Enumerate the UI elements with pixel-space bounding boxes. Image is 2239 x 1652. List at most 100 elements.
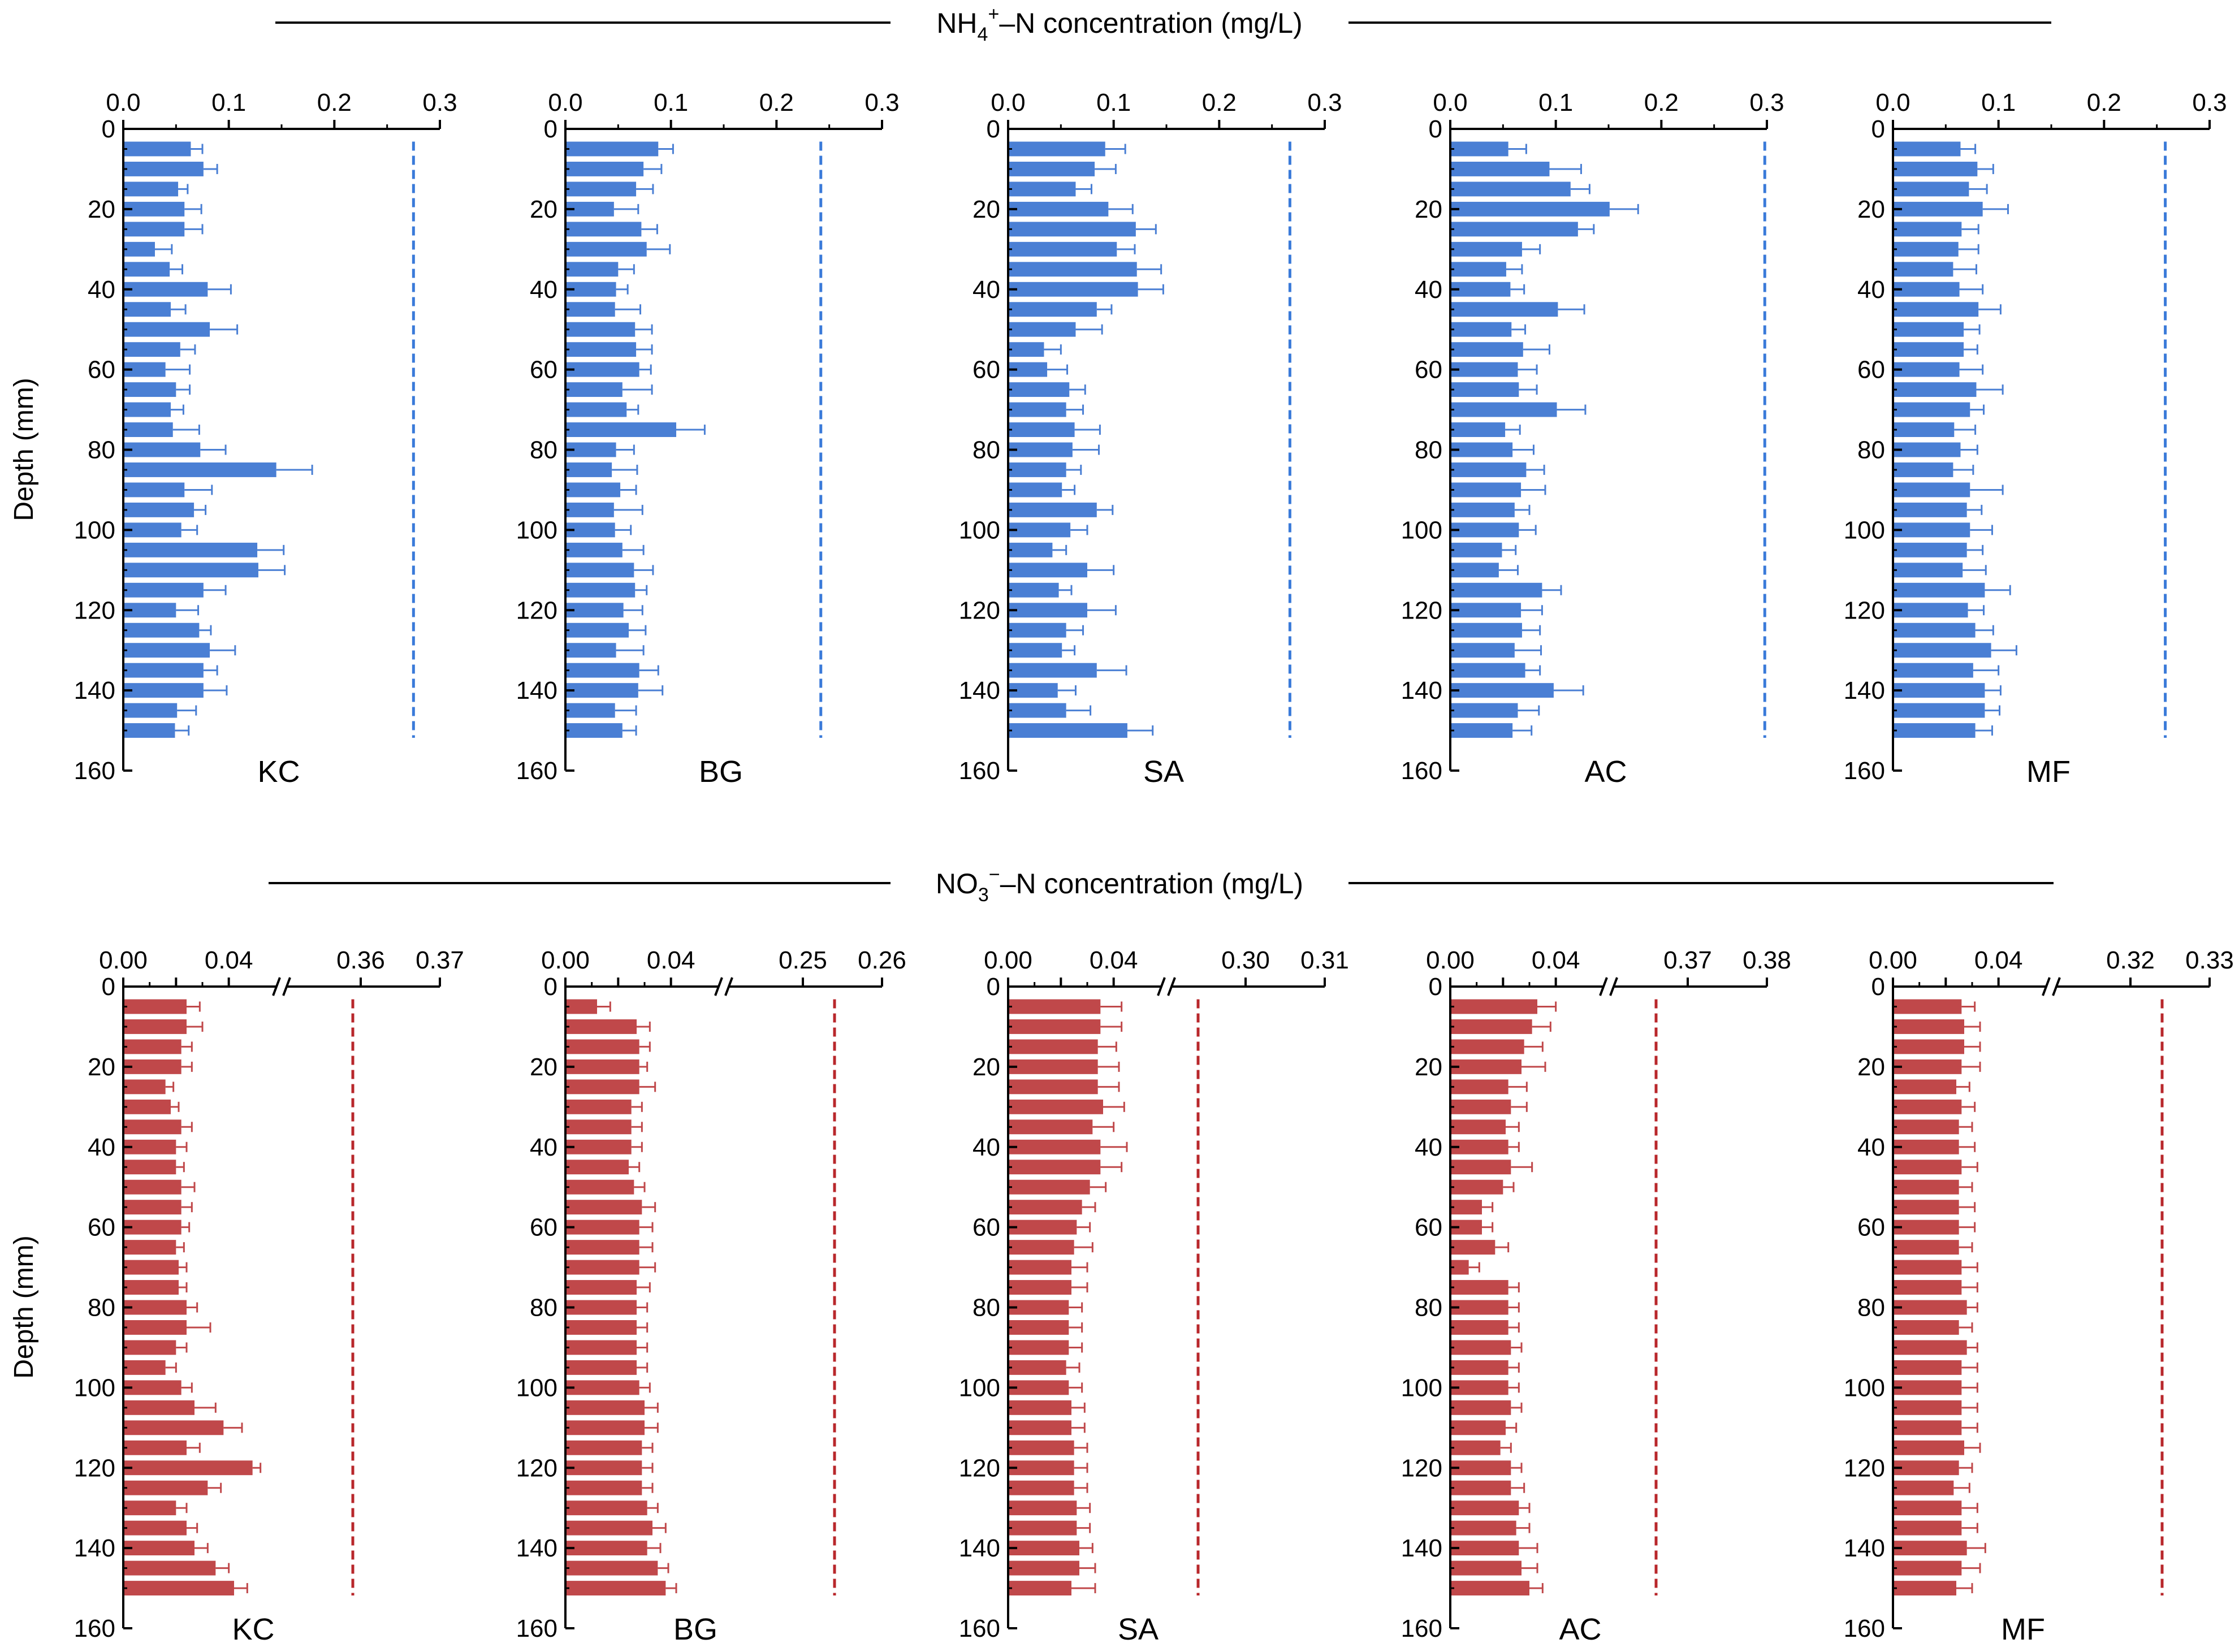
bar: [1008, 1581, 1071, 1596]
panel-label: MF: [2026, 755, 2071, 789]
bar: [1893, 1139, 1959, 1154]
bar: [1450, 1300, 1508, 1315]
panel-label: KC: [257, 755, 300, 789]
bar: [1008, 582, 1059, 598]
y-tick-label: 160: [1844, 1615, 1885, 1642]
y-tick-label: 80: [1857, 1294, 1885, 1322]
panel-nh4-kc: 0.0 0.1 0.2 0.3 0 20 40 60 80 100 120 140 160 KC: [74, 89, 457, 789]
bar: [1450, 683, 1554, 698]
y-tick-label: 160: [1844, 757, 1885, 785]
x-tick-label: 0.2: [759, 89, 794, 116]
bar: [1893, 302, 1979, 317]
bar: [565, 1480, 642, 1495]
y-tick-label: 60: [1415, 1214, 1442, 1242]
bar: [1893, 362, 1960, 377]
y-tick-label: 80: [530, 436, 557, 464]
bar: [1893, 683, 1985, 698]
bar: [565, 622, 629, 638]
bar: [1008, 382, 1070, 397]
axis-break-mark: [272, 977, 281, 996]
bar: [565, 1320, 637, 1335]
bar: [1008, 1541, 1079, 1556]
x-tick-label: 0.00: [1426, 946, 1475, 974]
bar: [1008, 999, 1101, 1014]
y-tick-label: 140: [74, 677, 115, 704]
bar: [565, 1179, 634, 1195]
bar: [1893, 1500, 1962, 1516]
bar: [1008, 1179, 1090, 1195]
y-tick-label: 40: [1857, 1134, 1885, 1161]
bar: [1450, 603, 1522, 618]
row-title-nh4: NH4+–N concentration (mg/L): [936, 3, 1302, 45]
x-tick-label: 0.0: [1875, 89, 1910, 116]
y-tick-label: 0: [987, 973, 1000, 1001]
bar: [1008, 1460, 1074, 1476]
bar: [1008, 282, 1138, 297]
y-axis-label: Depth (mm): [9, 1235, 39, 1378]
axis-break-mark: [724, 977, 733, 996]
x-tick-label: 0.31: [1300, 946, 1349, 974]
bar: [1893, 1119, 1959, 1135]
bar: [1008, 1059, 1098, 1074]
x-tick-label: 0.1: [211, 89, 246, 116]
bar: [565, 1219, 639, 1235]
bar: [1450, 1500, 1519, 1516]
x-tick-label: 0.37: [416, 946, 464, 974]
bar: [565, 1119, 632, 1135]
bar: [565, 1059, 639, 1074]
bar: [123, 703, 178, 718]
bar: [1450, 582, 1542, 598]
x-tick-label: 0.33: [2185, 946, 2234, 974]
bar: [565, 1380, 639, 1395]
y-axis-label: Depth (mm): [9, 378, 39, 521]
x-tick-label: 0.00: [541, 946, 590, 974]
bar: [123, 402, 171, 417]
x-tick-label: 0.00: [99, 946, 148, 974]
panel-label: KC: [232, 1612, 274, 1646]
x-tick-label: 0.04: [205, 946, 253, 974]
bar: [1008, 1019, 1101, 1034]
bar: [1450, 703, 1518, 718]
bar: [1450, 201, 1610, 217]
bar: [123, 1160, 176, 1175]
bar: [1893, 1280, 1962, 1295]
y-tick-label: 20: [88, 1053, 115, 1081]
bar: [1450, 1280, 1508, 1295]
bar: [1450, 382, 1519, 397]
panel-nh4-ac: 0.0 0.1 0.2 0.3 0 20 40 60 80 100 120 140 160 AC: [1401, 89, 1784, 789]
bar: [1893, 201, 1983, 217]
bar: [123, 1541, 194, 1556]
bar: [1008, 222, 1136, 237]
y-tick-label: 40: [88, 276, 115, 304]
bar: [565, 241, 647, 257]
bar: [123, 1500, 176, 1516]
bar: [123, 1179, 181, 1195]
bar: [123, 1400, 194, 1415]
bar: [1450, 542, 1502, 557]
y-tick-label: 100: [74, 516, 115, 544]
bar: [1450, 1520, 1516, 1536]
bar: [565, 703, 615, 718]
y-tick-label: 0: [544, 973, 557, 1001]
y-tick-label: 60: [972, 1214, 1000, 1242]
bar: [123, 181, 179, 197]
bar: [1008, 1380, 1069, 1395]
bar: [1450, 1400, 1511, 1415]
axis-break-mark: [2042, 977, 2051, 996]
bar: [1008, 1260, 1071, 1275]
bar: [123, 342, 180, 357]
bar: [1893, 643, 1991, 658]
x-tick-label: 0.36: [336, 946, 385, 974]
bar: [1450, 1019, 1532, 1034]
y-tick-label: 140: [516, 1534, 557, 1562]
axis-break-mark: [1157, 977, 1166, 996]
y-tick-label: 160: [959, 1615, 1000, 1642]
bar: [565, 1099, 632, 1114]
y-tick-label: 20: [1415, 1053, 1442, 1081]
bar: [565, 1200, 642, 1215]
panel-no3-mf: 0.00 0.04 0.32 0.33 0 20 40 60 80 100 120 140 160 MF: [1844, 946, 2234, 1646]
bar: [123, 1340, 176, 1355]
bar: [565, 181, 637, 197]
panel-label: SA: [1118, 1612, 1159, 1646]
